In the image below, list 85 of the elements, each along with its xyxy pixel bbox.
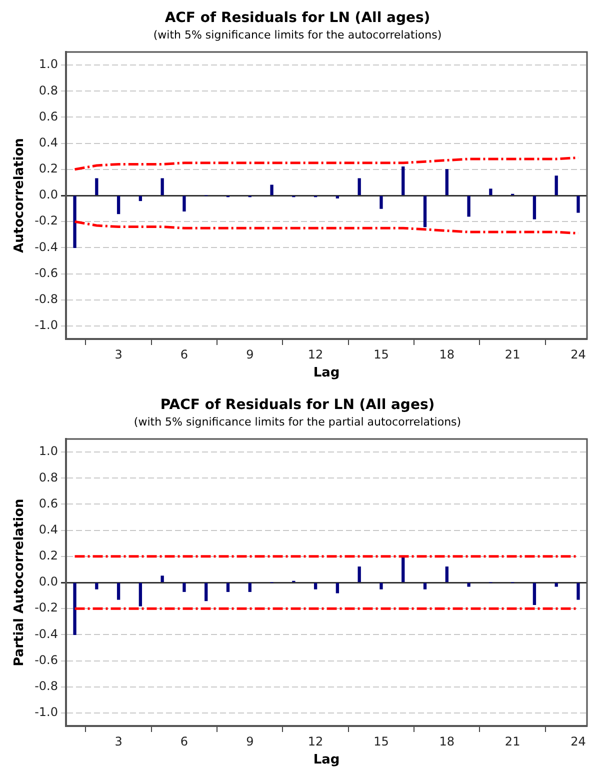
x-tick-label: 24 [570, 734, 586, 748]
y-tick-label: -1.0 [34, 705, 58, 720]
bar [95, 178, 98, 196]
y-tick-label: 0.2 [38, 548, 58, 563]
y-tick-label: 0.8 [38, 83, 58, 98]
y-tick-label: -0.6 [34, 266, 58, 280]
y-tick-label: -0.2 [34, 214, 58, 228]
x-tick-label: 6 [180, 734, 188, 748]
y-tick-label: 0.2 [38, 162, 58, 176]
bar [226, 582, 230, 592]
bar [358, 566, 361, 582]
bar [532, 582, 536, 606]
x-tick-label: 15 [374, 734, 389, 748]
chart-subtitle: (with 5% significance limits for the partial autocorrelations) [134, 415, 462, 428]
bar [467, 196, 470, 217]
line-series [74, 156, 580, 171]
bar [73, 582, 76, 636]
bar [445, 566, 448, 582]
x-axis-title: Lag [313, 752, 340, 768]
bar [270, 184, 274, 196]
bar [380, 196, 383, 209]
y-tick-label: -1.0 [34, 318, 58, 332]
y-axis-title: Partial Autocorrelation [12, 498, 28, 666]
y-tick-label: 0.0 [38, 188, 58, 202]
bar [576, 196, 580, 213]
x-tick-label: 18 [439, 347, 455, 362]
y-tick-label: 0.4 [38, 135, 58, 150]
bar [336, 196, 340, 198]
y-tick-label: 1.0 [38, 57, 58, 72]
bar [116, 196, 120, 214]
bar [138, 196, 142, 202]
x-tick-label: 9 [246, 347, 254, 362]
y-tick-label: 0.6 [38, 496, 58, 510]
x-axis-title: Lag [313, 366, 340, 381]
x-tick-label: 6 [180, 347, 188, 362]
y-tick-label: 0.0 [38, 574, 58, 589]
bar [576, 582, 580, 600]
x-tick-label: 24 [570, 347, 586, 362]
chart-title: ACF of Residuals for LN (All ages) [164, 10, 430, 26]
x-tick-label: 12 [308, 734, 324, 748]
bar [402, 166, 405, 196]
bar [138, 582, 142, 606]
bar [182, 582, 186, 592]
bar [423, 196, 427, 228]
y-tick-label: 0.4 [38, 522, 58, 536]
x-tick-label: 21 [504, 347, 520, 362]
line-series [74, 220, 580, 235]
bar [116, 582, 120, 600]
bar [336, 582, 340, 594]
x-tick-label: 21 [504, 734, 520, 748]
x-tick-label: 3 [114, 734, 122, 748]
bar [489, 188, 492, 196]
bar [160, 576, 164, 582]
bar [160, 178, 164, 196]
x-tick-label: 9 [246, 734, 254, 748]
x-tick-label: 3 [114, 347, 122, 362]
bar [554, 176, 558, 196]
chart-title: PACF of Residuals for LN (All ages) [160, 397, 435, 414]
bar [423, 582, 427, 590]
bar [445, 169, 448, 196]
bar [314, 582, 318, 590]
y-tick-label: -0.2 [34, 600, 58, 615]
bar [204, 582, 208, 602]
bar [402, 557, 405, 582]
bar [467, 582, 470, 587]
bar [248, 582, 252, 592]
bar [73, 196, 76, 248]
x-tick-label: 18 [439, 734, 455, 748]
y-tick-label: 0.6 [38, 109, 58, 124]
bar [380, 582, 383, 590]
bar [358, 178, 361, 196]
y-tick-label: -0.8 [34, 292, 58, 306]
y-tick-label: 0.8 [38, 470, 58, 484]
bar [95, 582, 98, 590]
y-tick-label: 1.0 [38, 444, 58, 458]
y-tick-label: -0.6 [34, 652, 58, 667]
chart-subtitle: (with 5% significance limits for the autocorrelations) [153, 28, 442, 42]
bar [532, 196, 536, 220]
y-tick-label: -0.4 [34, 240, 58, 254]
x-tick-label: 15 [374, 347, 389, 362]
x-tick-label: 12 [308, 347, 324, 362]
y-tick-label: -0.8 [34, 678, 58, 693]
y-axis-title: Autocorrelation [12, 138, 28, 253]
y-tick-label: -0.4 [34, 626, 58, 641]
bar [182, 196, 186, 212]
